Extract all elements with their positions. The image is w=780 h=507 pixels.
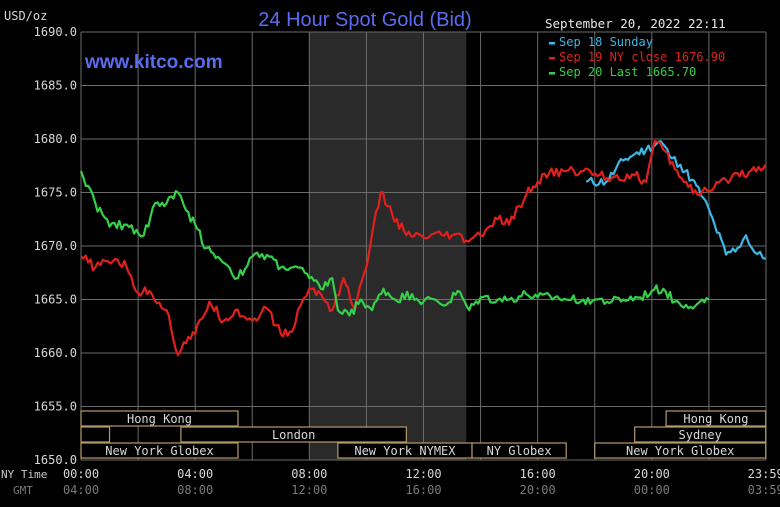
- series-line-2: [80, 140, 767, 357]
- grid-layer: [80, 31, 767, 461]
- x-tick-label-gmt: 03:59: [748, 483, 780, 497]
- x-tick-label-gmt: 04:00: [63, 483, 99, 497]
- y-axis-label: USD/oz: [4, 9, 47, 23]
- y-tick-label: 1690.0: [34, 25, 77, 39]
- x-tick-label-nytime: 08:00: [291, 467, 327, 481]
- chart-title: 24 Hour Spot Gold (Bid): [258, 9, 471, 31]
- x-tick-label-nytime: 20:00: [634, 467, 670, 481]
- session-label: New York Globex: [626, 444, 734, 458]
- x-tick-label-gmt: 16:00: [405, 483, 441, 497]
- x-tick-label-gmt: 20:00: [520, 483, 556, 497]
- session-bar: [594, 442, 767, 459]
- legend-item: Sep 19 NY close 1676.90: [559, 50, 725, 64]
- session-label: NY Globex: [487, 444, 552, 458]
- series-line-3: [79, 170, 710, 317]
- x-tick-label-nytime: 16:00: [520, 467, 556, 481]
- x-tick-label-nytime: 00:00: [63, 467, 99, 481]
- session-bar: [471, 442, 567, 459]
- session-label: New York Globex: [105, 444, 213, 458]
- legend-item: Sep 20 Last 1665.70: [559, 65, 696, 79]
- y-tick-label: 1685.0: [34, 79, 77, 93]
- session-bar: [80, 426, 111, 443]
- y-tick-label: 1660.0: [34, 346, 77, 360]
- x-axis-label-nytime: NY Time: [1, 468, 47, 481]
- x-tick-label-gmt: 12:00: [291, 483, 327, 497]
- session-bars-layer: Hong Kong London New York Globex New York N…: [80, 410, 767, 459]
- session-bar: [634, 426, 767, 443]
- y-tick-label: 1680.0: [34, 132, 77, 146]
- series-layer: [79, 140, 767, 357]
- legend-swatch: [549, 42, 555, 45]
- session-bar: [80, 410, 239, 427]
- series-line-1: [585, 140, 766, 260]
- x-tick-label-nytime: 04:00: [177, 467, 213, 481]
- session-label: Hong Kong: [127, 412, 192, 426]
- chart-datetime: September 20, 2022 22:11: [545, 16, 726, 31]
- session-bar: [180, 426, 407, 443]
- y-tick-label: 1670.0: [34, 239, 77, 253]
- y-tick-label: 1665.0: [34, 293, 77, 307]
- tick-labels-layer: 1690.0 1685.0 1680.0 1675.0 1670.0 1665.0 1660…: [34, 25, 780, 497]
- session-bar: [80, 442, 239, 459]
- x-tick-label-nytime: 23:59: [748, 467, 780, 481]
- watermark: www.kitco.com: [84, 52, 223, 73]
- legend-item: Sep 18 Sunday: [559, 35, 653, 49]
- session-label: Hong Kong: [683, 412, 748, 426]
- x-tick-label-gmt: 08:00: [177, 483, 213, 497]
- y-tick-label: 1655.0: [34, 400, 77, 414]
- session-bar: [665, 410, 767, 427]
- legend-swatch: [549, 72, 555, 75]
- session-label: Sydney: [679, 428, 722, 442]
- x-axis-label-gmt: GMT: [13, 484, 33, 497]
- y-tick-label: 1675.0: [34, 186, 77, 200]
- legend-swatch: [549, 57, 555, 60]
- x-tick-label-nytime: 12:00: [405, 467, 441, 481]
- session-label: New York NYMEX: [354, 444, 456, 458]
- x-tick-label-gmt: 00:00: [634, 483, 670, 497]
- session-label: London: [272, 428, 315, 442]
- y-tick-label: 1650.0: [34, 453, 77, 467]
